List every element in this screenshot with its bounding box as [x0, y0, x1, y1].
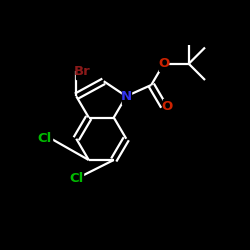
Text: Cl: Cl — [38, 132, 52, 145]
Text: Br: Br — [74, 65, 91, 78]
Bar — [76, 64, 90, 79]
Bar — [122, 89, 130, 104]
Text: Cl: Cl — [69, 172, 84, 185]
Bar — [38, 131, 52, 146]
Bar — [69, 171, 83, 186]
Text: O: O — [162, 100, 173, 113]
Bar — [163, 99, 172, 114]
Text: O: O — [158, 57, 170, 70]
Text: N: N — [121, 90, 132, 103]
Bar — [160, 56, 168, 71]
